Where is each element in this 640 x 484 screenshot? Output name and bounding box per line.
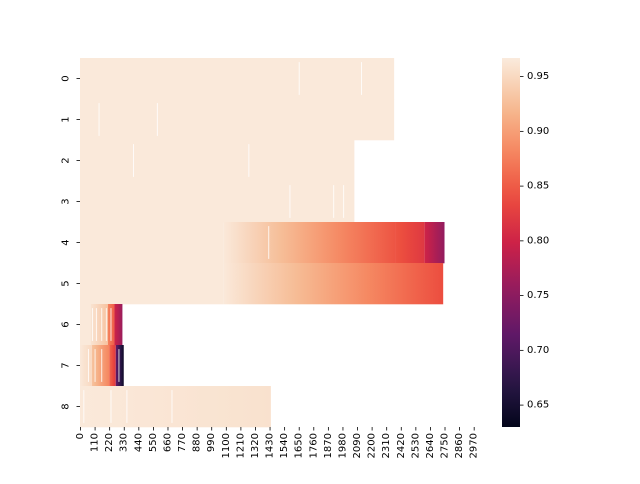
heatmap-cell-row-4-seg-3 bbox=[424, 222, 445, 264]
heatmap-streak-row-3-2 bbox=[343, 185, 345, 218]
heatmap-streak-row-6-1 bbox=[95, 308, 97, 341]
heatmap-cell-row-7-seg-3 bbox=[115, 345, 124, 387]
colorbar-tick-label-0.65: 0.65 bbox=[527, 400, 549, 411]
heatmap-cells bbox=[80, 58, 445, 428]
colorbar-tick-label-0.85: 0.85 bbox=[527, 181, 549, 192]
heatmap-streak-row-1-0 bbox=[98, 103, 100, 136]
x-tick-label-2860: 2860 bbox=[454, 433, 465, 458]
x-tick-label-2970: 2970 bbox=[469, 433, 480, 458]
heatmap-cell-row-4-seg-0 bbox=[80, 222, 224, 264]
heatmap-streak-row-6-4 bbox=[110, 308, 112, 341]
x-tick-label-0: 0 bbox=[75, 433, 86, 439]
heatmap-streak-row-1-1 bbox=[156, 103, 158, 136]
heatmap-streak-row-8-3 bbox=[171, 390, 173, 423]
x-tick-label-880: 880 bbox=[192, 433, 203, 452]
x-tick-label-990: 990 bbox=[206, 433, 217, 452]
x-tick-label-1540: 1540 bbox=[279, 433, 290, 458]
x-tick-label-440: 440 bbox=[133, 433, 144, 452]
heatmap-cell-row-6-seg-1 bbox=[90, 304, 108, 346]
x-tick-label-2640: 2640 bbox=[425, 433, 436, 458]
y-tick-label-1: 1 bbox=[61, 116, 72, 122]
y-tick-label-3: 3 bbox=[61, 198, 72, 204]
x-tick-label-2090: 2090 bbox=[352, 433, 363, 458]
colorbar-tick-label-0.95: 0.95 bbox=[527, 71, 549, 82]
x-tick-label-2750: 2750 bbox=[440, 433, 451, 458]
heatmap-cell-row-4-seg-1 bbox=[223, 222, 396, 264]
heatmap-streak-row-2-1 bbox=[248, 144, 250, 177]
heatmap-streak-row-2-0 bbox=[133, 144, 135, 177]
colorbar-tick-label-0.70: 0.70 bbox=[527, 345, 549, 356]
heatmap-cell-row-6-seg-3 bbox=[114, 304, 123, 346]
x-tick-label-1210: 1210 bbox=[235, 433, 246, 458]
x-tick-label-1320: 1320 bbox=[250, 433, 261, 458]
colorbar-tick-label-0.75: 0.75 bbox=[527, 290, 549, 301]
x-tick-label-1100: 1100 bbox=[221, 433, 232, 458]
y-tick-label-5: 5 bbox=[61, 280, 72, 286]
heatmap-axes: 0 1 2 3 4 5 6 7 8 0 110 220 330 440 550 660 770 880 990 110… bbox=[61, 75, 480, 458]
heatmap-cell-row-1-seg-0 bbox=[80, 99, 395, 141]
x-tick-label-1650: 1650 bbox=[294, 433, 305, 458]
x-tick-label-660: 660 bbox=[162, 433, 173, 452]
x-tick-label-1430: 1430 bbox=[265, 433, 276, 458]
heatmap-cell-row-7-seg-1 bbox=[91, 345, 110, 387]
heatmap-streak-row-0-1 bbox=[361, 62, 363, 95]
heatmap-cell-row-8-seg-0 bbox=[80, 386, 271, 428]
y-tick-label-8: 8 bbox=[61, 403, 72, 409]
x-tick-label-2530: 2530 bbox=[410, 433, 421, 458]
heatmap-streak-row-0-0 bbox=[298, 62, 300, 95]
x-tick-label-2420: 2420 bbox=[396, 433, 407, 458]
y-tick-label-2: 2 bbox=[61, 157, 72, 163]
x-tick-label-770: 770 bbox=[177, 433, 188, 452]
heatmap-streak-row-8-2 bbox=[126, 390, 128, 423]
x-tick-label-1870: 1870 bbox=[323, 433, 334, 458]
y-tick-label-7: 7 bbox=[61, 362, 72, 368]
heatmap-cell-row-5-seg-0 bbox=[80, 263, 224, 305]
x-tick-label-550: 550 bbox=[148, 433, 159, 452]
heatmap-streak-row-4-0 bbox=[268, 226, 270, 259]
y-tick-label-6: 6 bbox=[61, 321, 72, 327]
heatmap-cell-row-4-seg-2 bbox=[395, 222, 425, 264]
heatmap-streak-row-7-0 bbox=[87, 349, 89, 382]
x-tick-label-2310: 2310 bbox=[381, 433, 392, 458]
heatmap-streaks bbox=[83, 62, 363, 423]
x-tick-label-220: 220 bbox=[104, 433, 115, 452]
heatmap-cell-row-0-seg-0 bbox=[80, 58, 395, 100]
heatmap-cell-row-7-seg-0 bbox=[80, 345, 92, 387]
colorbar-tick-label-0.80: 0.80 bbox=[527, 235, 549, 246]
y-tick-label-0: 0 bbox=[61, 75, 72, 81]
heatmap-streak-row-6-3 bbox=[105, 308, 107, 341]
x-tick-label-1760: 1760 bbox=[308, 433, 319, 458]
y-tick-label-4: 4 bbox=[61, 239, 72, 245]
heatmap-streak-row-6-0 bbox=[91, 308, 93, 341]
colorbar-gradient bbox=[502, 58, 520, 427]
heatmap-cell-row-2-seg-0 bbox=[80, 140, 355, 182]
heatmap-streak-row-8-0 bbox=[83, 390, 85, 423]
heatmap-cell-row-6-seg-0 bbox=[80, 304, 91, 346]
x-tick-label-330: 330 bbox=[119, 433, 130, 452]
heatmap-streak-row-3-1 bbox=[333, 185, 335, 218]
heatmap-streak-row-7-3 bbox=[118, 349, 120, 382]
heatmap-cell-row-5-seg-1 bbox=[223, 263, 444, 305]
x-tick-label-110: 110 bbox=[90, 433, 101, 452]
colorbar-tick-label-0.90: 0.90 bbox=[527, 126, 549, 137]
heatmap-streak-row-8-1 bbox=[110, 390, 112, 423]
heatmap-cell-row-7-seg-2 bbox=[109, 345, 116, 387]
heatmap-cell-row-3-seg-0 bbox=[80, 181, 355, 223]
heatmap-streak-row-7-1 bbox=[94, 349, 96, 382]
x-tick-label-2200: 2200 bbox=[367, 433, 378, 458]
colorbar: 0.65 0.70 0.75 0.80 0.85 0.90 0.95 bbox=[502, 58, 549, 427]
heatmap-streak-row-6-2 bbox=[101, 308, 103, 341]
x-tick-label-1980: 1980 bbox=[337, 433, 348, 458]
heatmap-streak-row-3-0 bbox=[289, 185, 291, 218]
heatmap-streak-row-7-2 bbox=[101, 349, 103, 382]
